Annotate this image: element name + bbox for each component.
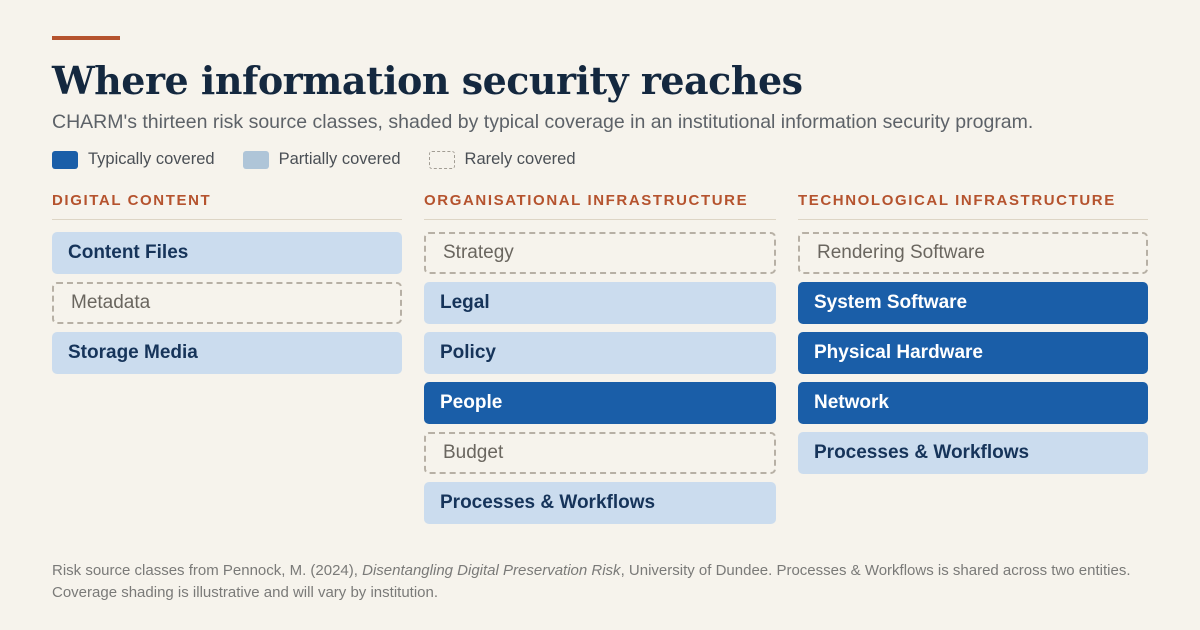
risk-class-budget: Budget xyxy=(424,432,776,474)
column-digital-content: Digital Content Content Files Metadata S… xyxy=(52,192,402,382)
column-technological-infrastructure: Technological Infrastructure Rendering S… xyxy=(798,192,1148,482)
footnote-citation: Disentangling Digital Preservation Risk xyxy=(362,562,621,579)
legend-label: Rarely covered xyxy=(464,150,576,168)
risk-class-legal: Legal xyxy=(424,282,776,324)
risk-class-system-software: System Software xyxy=(798,282,1148,324)
column-header: Organisational Infrastructure xyxy=(424,192,776,220)
legend-swatch-full xyxy=(52,150,78,169)
risk-class-policy: Policy xyxy=(424,332,776,374)
legend-swatch-partial xyxy=(242,150,269,169)
legend-label: Partially covered xyxy=(278,150,401,168)
column-items: Rendering Software System Software Physi… xyxy=(798,232,1148,474)
column-items: Content Files Metadata Storage Media xyxy=(52,232,402,374)
legend-swatch-rare xyxy=(428,150,455,169)
accent-bar xyxy=(52,36,120,40)
risk-class-physical-hardware: Physical Hardware xyxy=(798,332,1148,374)
risk-class-metadata: Metadata xyxy=(52,282,402,324)
column-organisational-infrastructure: Organisational Infrastructure Strategy L… xyxy=(424,192,776,532)
risk-class-people: People xyxy=(424,382,776,424)
risk-class-processes-workflows: Processes & Workflows xyxy=(798,432,1148,474)
risk-class-content-files: Content Files xyxy=(52,232,402,274)
risk-class-rendering-software: Rendering Software xyxy=(798,232,1148,274)
page-subtitle: CHARM's thirteen risk source classes, sh… xyxy=(52,111,1034,133)
legend-item-typically-covered: Typically covered xyxy=(52,150,215,169)
page-title: Where information security reaches xyxy=(52,58,803,103)
legend: Typically covered Partially covered Rare… xyxy=(52,150,604,169)
legend-item-partially-covered: Partially covered xyxy=(242,150,401,169)
legend-label: Typically covered xyxy=(88,150,215,168)
legend-item-rarely-covered: Rarely covered xyxy=(428,150,576,169)
footnote: Risk source classes from Pennock, M. (20… xyxy=(52,560,1152,604)
column-header: Digital Content xyxy=(52,192,402,220)
column-header: Technological Infrastructure xyxy=(798,192,1148,220)
risk-class-storage-media: Storage Media xyxy=(52,332,402,374)
risk-class-processes-workflows: Processes & Workflows xyxy=(424,482,776,524)
footnote-text: , University of Dundee. Processes & Work… xyxy=(52,562,1131,601)
footnote-text: Risk source classes from Pennock, M. (20… xyxy=(52,562,363,579)
risk-class-network: Network xyxy=(798,382,1148,424)
risk-class-strategy: Strategy xyxy=(424,232,776,274)
column-items: Strategy Legal Policy People Budget Proc… xyxy=(424,232,776,524)
